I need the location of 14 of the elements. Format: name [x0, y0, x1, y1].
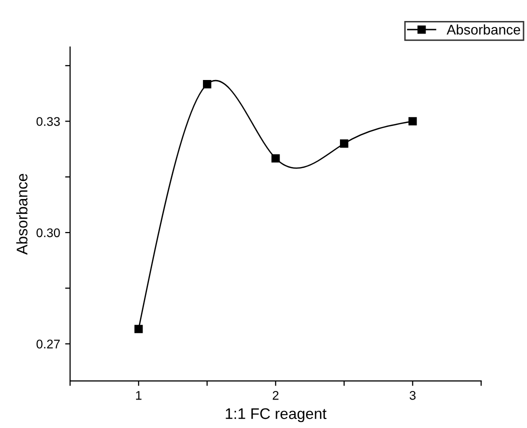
- point: [134, 324, 143, 334]
- legend-label: Absorbance: [446, 24, 520, 35]
- y-tick-label: 0.27: [36, 340, 60, 348]
- y-tick-label: 0.33: [36, 117, 60, 126]
- y-axis-title: Absorbance: [16, 174, 28, 255]
- x-tick-label: 3: [410, 390, 416, 400]
- x-axis-title: 1:1 FC reagent: [226, 408, 326, 422]
- x-tick-label: 1: [136, 391, 142, 400]
- text: 0.30: [36, 228, 60, 238]
- point: [202, 80, 212, 88]
- point: [271, 154, 280, 163]
- x-tick-label: 2: [272, 390, 278, 400]
- point: [408, 117, 417, 126]
- point: [340, 139, 348, 148]
